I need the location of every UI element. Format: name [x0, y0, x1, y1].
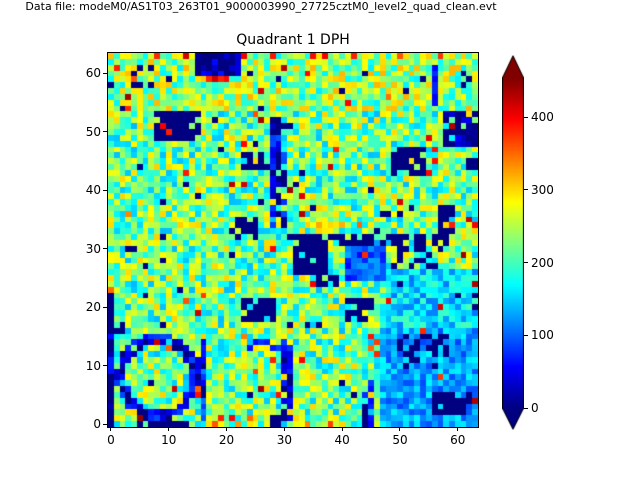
colorbar-tick-mark	[524, 407, 528, 409]
x-tick-label: 10	[161, 433, 177, 447]
colorbar-tick-mark	[524, 262, 528, 264]
y-tick-mark	[103, 189, 107, 191]
colorbar-tick-mark	[524, 116, 528, 118]
figure-header: Data file: modeM0/AS1T03_263T01_90000039…	[25, 0, 497, 13]
y-tick-label: 10	[85, 358, 101, 373]
colorbar-tick-label: 100	[531, 328, 554, 343]
x-tick-label: 50	[392, 433, 408, 447]
y-tick-mark	[103, 72, 107, 74]
x-tick-mark	[399, 427, 401, 431]
y-tick-mark	[103, 306, 107, 308]
y-tick-label: 30	[85, 241, 101, 256]
x-tick-mark	[226, 427, 228, 431]
y-tick-label: 20	[85, 300, 101, 315]
plot-frame	[107, 52, 479, 428]
colorbar-tick-label: 300	[531, 182, 554, 197]
colorbar-tick-label: 400	[531, 110, 554, 125]
x-tick-label: 20	[218, 433, 235, 447]
colorbar-tick-mark	[524, 334, 528, 336]
x-tick-mark	[457, 427, 459, 431]
y-tick-mark	[103, 365, 107, 367]
plot-title: Quadrant 1 DPH	[236, 32, 350, 48]
x-tick-label: 0	[107, 433, 115, 447]
heatmap-canvas	[108, 53, 478, 427]
colorbar-canvas	[502, 55, 524, 430]
y-tick-mark	[103, 248, 107, 250]
x-tick-mark	[283, 427, 285, 431]
x-tick-mark	[341, 427, 343, 431]
x-tick-label: 40	[334, 433, 350, 447]
y-tick-mark	[103, 131, 107, 133]
colorbar-tick-label: 0	[531, 401, 539, 415]
y-tick-label: 60	[85, 66, 101, 81]
x-tick-label: 30	[276, 433, 292, 447]
x-tick-mark	[110, 427, 112, 431]
x-tick-mark	[168, 427, 170, 431]
y-tick-mark	[103, 423, 107, 425]
colorbar-tick-mark	[524, 189, 528, 191]
y-tick-label: 50	[85, 124, 101, 139]
y-tick-label: 40	[85, 183, 101, 198]
colorbar-tick-label: 200	[531, 255, 554, 270]
y-tick-label: 0	[93, 417, 101, 432]
x-tick-label: 60	[450, 433, 466, 447]
